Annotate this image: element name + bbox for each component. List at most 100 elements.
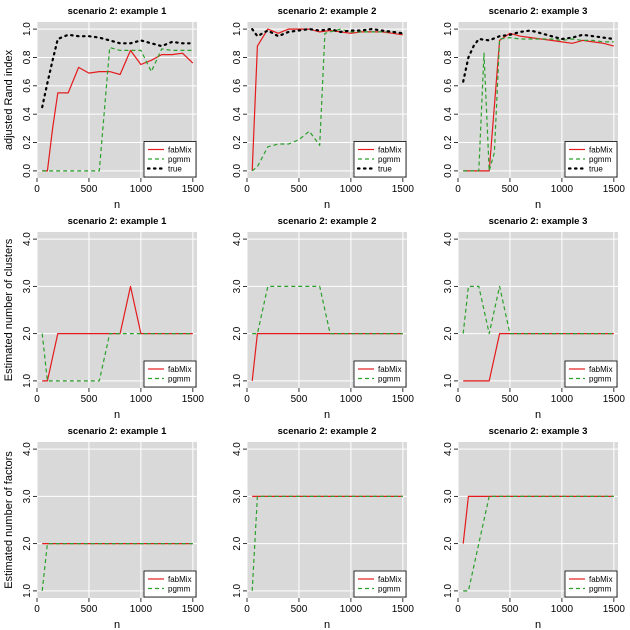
legend-label-pgmm: pgmm [589, 155, 612, 164]
x-tick-label: 1000 [340, 394, 363, 405]
y-tick-label: 2.0 [232, 326, 243, 340]
legend-box [564, 570, 618, 598]
series-line-fabMix [251, 28, 403, 171]
x-tick-label: 1500 [603, 604, 626, 615]
legend-box [143, 141, 197, 178]
chart-title: scenario 2: example 3 [489, 6, 588, 17]
legend-label-fabMix: fabMix [168, 146, 192, 155]
chart-panel-factors-3: scenario 2: example 3 0 500 1000 1500 n 1.0 2.0… [443, 426, 625, 630]
x-tick-label: 500 [502, 184, 519, 195]
y-tick-label: 0.0 [22, 164, 33, 178]
legend-label-true: true [589, 165, 603, 174]
x-axis-label: n [535, 619, 541, 630]
legend-label-pgmm: pgmm [589, 585, 612, 594]
y-tick-label: 2.0 [443, 536, 454, 550]
x-tick-label: 500 [291, 604, 308, 615]
y-tick-label: 1.0 [232, 22, 243, 36]
y-tick-label: 0.4 [443, 107, 454, 121]
y-tick-label: 1.0 [22, 22, 33, 36]
chart-panel-clusters-3: scenario 2: example 3 0 500 1000 1500 n 1.0 2.0… [443, 216, 625, 421]
y-tick-label: 3.0 [232, 489, 243, 503]
legend-label-pgmm: pgmm [378, 585, 401, 594]
y-tick-label: 0.4 [22, 107, 33, 121]
series-line-pgmm [463, 36, 614, 172]
y-tick-label: 0.6 [443, 78, 454, 92]
y-tick-label: 4.0 [232, 442, 243, 456]
legend-box [353, 570, 407, 598]
y-tick-label: 1.0 [443, 584, 454, 598]
x-axis-label: n [324, 619, 330, 630]
x-axis-label: n [324, 199, 330, 211]
y-tick-label: 2.0 [22, 536, 33, 550]
series-line-pgmm [41, 333, 193, 382]
x-tick-label: 0 [34, 394, 40, 405]
series-line-true [41, 33, 194, 109]
y-tick-label: 0.2 [443, 135, 454, 149]
y-tick-label: 0.2 [22, 135, 33, 149]
series-line-pgmm [41, 542, 193, 591]
x-tick-label: 0 [244, 604, 250, 615]
legend-label-true: true [378, 165, 392, 174]
x-tick-label: 1000 [340, 184, 363, 195]
chart-panel-ari-2: scenario 2: example 2 0 500 1000 1500 n 0.0 0.2… [232, 6, 414, 211]
y-tick-label: 2.0 [22, 326, 33, 340]
chart-panel-ari-3: scenario 2: example 3 0 500 1000 1500 n 0.0 0.2… [443, 6, 625, 211]
legend-label-pgmm: pgmm [168, 375, 191, 384]
chart-panel-clusters-1: scenario 2: example 1 0 500 1000 1500 n 1.0 2.0… [3, 216, 204, 421]
y-tick-label: 1.0 [232, 584, 243, 598]
chart-title: scenario 2: example 3 [489, 216, 588, 227]
legend-box [353, 360, 407, 388]
legend-label-fabMix: fabMix [378, 365, 402, 374]
x-tick-label: 500 [291, 394, 308, 405]
y-axis-label: adjusted Rand index [3, 49, 15, 150]
x-tick-label: 1500 [392, 604, 415, 615]
y-tick-label: 0.0 [232, 164, 243, 178]
x-tick-label: 1000 [130, 604, 153, 615]
x-tick-label: 0 [244, 394, 250, 405]
chart-title: scenario 2: example 1 [68, 6, 167, 17]
y-tick-label: 1.0 [232, 374, 243, 388]
y-tick-label: 0.8 [232, 50, 243, 64]
x-axis-label: n [114, 409, 120, 421]
x-tick-label: 0 [34, 184, 40, 195]
x-axis-label: n [535, 199, 541, 211]
y-tick-label: 4.0 [443, 232, 454, 246]
legend-label-fabMix: fabMix [589, 575, 613, 584]
x-tick-label: 1500 [182, 604, 205, 615]
series-line-true [462, 29, 615, 83]
x-tick-label: 1500 [182, 394, 205, 405]
x-tick-label: 0 [34, 604, 40, 615]
x-tick-label: 1000 [551, 394, 574, 405]
legend-box [564, 141, 618, 178]
x-tick-label: 500 [502, 604, 519, 615]
y-tick-label: 2.0 [443, 326, 454, 340]
y-tick-label: 3.0 [22, 489, 33, 503]
y-tick-label: 4.0 [443, 442, 454, 456]
y-tick-label: 0.8 [22, 50, 33, 64]
series-line-pgmm [251, 495, 403, 591]
x-tick-label: 0 [455, 184, 461, 195]
legend-label-fabMix: fabMix [378, 575, 402, 584]
y-tick-label: 0.8 [443, 50, 454, 64]
y-tick-label: 1.0 [22, 584, 33, 598]
series-line-pgmm [463, 495, 614, 592]
legend-box [564, 360, 618, 388]
chart-panel-clusters-2: scenario 2: example 2 0 500 1000 1500 n 1.0 2.0… [232, 216, 414, 421]
x-tick-label: 1500 [603, 394, 626, 405]
y-tick-label: 3.0 [443, 489, 454, 503]
series-line-pgmm [251, 28, 403, 172]
series-line-pgmm [462, 285, 614, 335]
series-line-true [251, 28, 404, 38]
y-tick-label: 4.0 [22, 442, 33, 456]
chart-title: scenario 2: example 2 [278, 6, 377, 17]
x-tick-label: 1500 [603, 184, 626, 195]
series-line-pgmm [252, 285, 403, 335]
